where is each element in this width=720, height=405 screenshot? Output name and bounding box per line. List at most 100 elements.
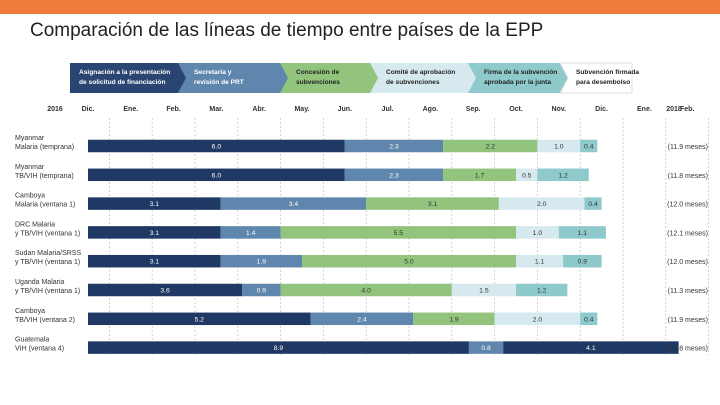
- bar-value-label: 0.5: [522, 172, 532, 179]
- month-label: Ene.: [637, 106, 652, 113]
- row-label: VIH (ventana 4): [15, 346, 64, 353]
- month-label: Nov.: [551, 106, 566, 113]
- bar-value-label: 3.1: [150, 230, 160, 237]
- bar-segment: [220, 226, 281, 239]
- bar-value-label: 0.4: [584, 316, 594, 323]
- month-label: Dic.: [595, 106, 608, 113]
- bar-value-label: 4.0: [361, 288, 371, 295]
- bar-segment: [88, 283, 243, 297]
- bar-value-label: 6.0: [212, 144, 222, 151]
- stage-header-label: Concesión de: [296, 69, 340, 76]
- slide-title: Comparación de las líneas de tiempo entr…: [30, 20, 544, 41]
- bar-value-label: 3.1: [150, 201, 160, 208]
- bar-value-label: 2.0: [533, 316, 543, 323]
- row-label: Myanmar: [15, 135, 45, 142]
- bar-value-label: 0.9: [257, 288, 267, 295]
- month-label: Ago.: [423, 106, 439, 113]
- row-label: Myanmar: [15, 164, 45, 171]
- bar-segment: [413, 312, 495, 326]
- stage-header-label: Subvención firmada: [576, 69, 639, 76]
- row-label: Malaria (ventana 1): [15, 202, 75, 209]
- bar-segment: [584, 197, 602, 210]
- bar-segment: [366, 197, 499, 210]
- stage-header-label: de solicitud de financiación: [79, 79, 165, 86]
- row-label: TB/VIH (temprana): [15, 173, 74, 180]
- year-label-end: 2018: [666, 106, 682, 113]
- bar-segment: [516, 283, 568, 297]
- bar-value-label: 1.1: [578, 230, 588, 237]
- bar-segment: [537, 168, 589, 182]
- bar-segment: [494, 312, 581, 326]
- bar-segment: [242, 283, 281, 297]
- month-label: Feb.: [680, 106, 694, 113]
- stage-header-arrow: [280, 63, 383, 93]
- bar-value-label: 1.9: [449, 316, 459, 323]
- bar-segment: [558, 226, 606, 239]
- bar-segment: [451, 283, 516, 297]
- bar-segment: [537, 139, 581, 153]
- month-label: Abr.: [252, 106, 266, 113]
- bar-value-label: 1.7: [475, 172, 485, 179]
- row-total-label: (11.9 meses): [668, 144, 708, 151]
- bar-value-label: 1.1: [535, 259, 545, 266]
- bar-segment: [503, 341, 679, 354]
- row-label: y TB/VIH (ventana 1): [15, 230, 80, 237]
- row-total-label: (12.0 meses): [667, 259, 708, 266]
- bar-segment: [443, 168, 516, 182]
- bar-value-label: 2.3: [389, 172, 399, 179]
- bar-value-label: 8.9: [274, 345, 284, 352]
- bar-value-label: 1.9: [257, 259, 267, 266]
- row-label: Camboya: [15, 193, 45, 200]
- bar-value-label: 2.4: [357, 316, 367, 323]
- bar-value-label: 2.3: [389, 144, 399, 151]
- row-label: y TB/VIH (ventana 1): [15, 288, 80, 295]
- timeline-chart: Asignación a la presentación de solicitud…: [15, 62, 709, 355]
- stage-header-label: de subvenciones: [386, 79, 440, 86]
- bar-value-label: 1.0: [554, 144, 564, 151]
- bar-value-label: 1.2: [558, 172, 568, 179]
- month-label: Feb.: [166, 106, 180, 113]
- bar-value-label: 0.8: [481, 345, 491, 352]
- row-label: TB/VIH (ventana 2): [15, 317, 75, 324]
- month-label: May.: [294, 106, 309, 113]
- row-total-label: (11.8 meses): [668, 173, 708, 180]
- bar-segment: [88, 312, 311, 326]
- stage-header-arrow: [559, 62, 633, 94]
- bar-segment: [468, 341, 504, 354]
- row-label: y TB/VIH (ventana 1): [15, 259, 80, 266]
- bar-value-label: 1.0: [533, 230, 543, 237]
- month-label: Mar.: [209, 106, 223, 113]
- row-label: Malaria (temprana): [15, 144, 74, 151]
- stage-header-label: aprobada por la junta: [484, 79, 551, 86]
- bar-value-label: 0.9: [578, 259, 588, 266]
- bar-segment: [280, 226, 516, 239]
- bar-segment: [220, 197, 367, 210]
- bar-value-label: 6.0: [212, 172, 222, 179]
- bar-value-label: 5.0: [404, 259, 414, 266]
- row-total-label: (12.1 meses): [667, 230, 708, 237]
- bar-value-label: 4.1: [586, 345, 596, 352]
- bar-segment: [302, 254, 516, 268]
- bar-segment: [88, 197, 221, 210]
- bar-value-label: 2.2: [486, 144, 496, 151]
- bar-value-label: 3.1: [150, 259, 160, 266]
- month-label: Ene.: [123, 106, 138, 113]
- stage-header-label: Secretaría y: [194, 69, 232, 76]
- row-total-label: (12.0 meses): [667, 202, 708, 209]
- bar-segment: [580, 312, 598, 326]
- bar-value-label: 5.2: [195, 316, 205, 323]
- bar-segment: [88, 168, 345, 182]
- bar-segment: [310, 312, 414, 326]
- bar-value-label: 5.5: [394, 230, 404, 237]
- bar-value-label: 3.4: [289, 201, 299, 208]
- bar-value-label: 1.2: [537, 288, 547, 295]
- row-label: Camboya: [15, 308, 45, 315]
- row-label: Uganda Malaria: [15, 279, 65, 286]
- bar-segment: [498, 197, 585, 210]
- top-accent-bar: [0, 0, 720, 14]
- bar-segment: [516, 226, 559, 239]
- stage-header-label: para desembolso: [576, 79, 630, 86]
- bar-segment: [220, 254, 302, 268]
- row-label: Guatemala: [15, 337, 49, 344]
- row-total-label: (11.9 meses): [668, 317, 708, 324]
